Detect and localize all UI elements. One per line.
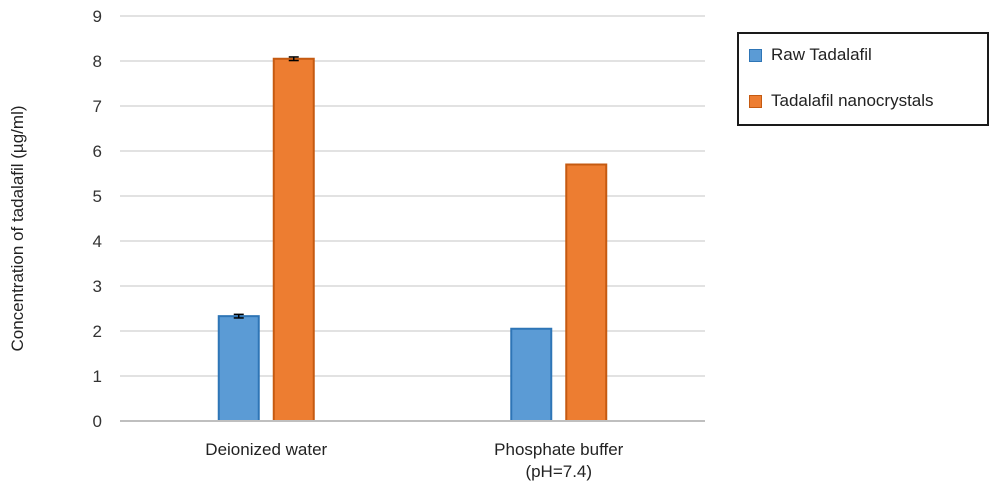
bar — [272, 57, 315, 422]
bar — [510, 327, 553, 422]
x-tick-label: Deionized water — [205, 440, 327, 459]
bar — [217, 315, 260, 422]
y-tick-label: 0 — [93, 412, 102, 431]
y-axis-label: Concentration of tadalafil (µg/ml) — [8, 105, 27, 351]
chart-legend: Raw Tadalafil Tadalafil nanocrystals — [737, 32, 989, 126]
legend-item-raw-tadalafil: Raw Tadalafil — [749, 45, 872, 65]
x-tick-label: (pH=7.4) — [525, 462, 592, 481]
bar — [565, 163, 608, 422]
legend-swatch-tadalafil-nanocrystals — [749, 94, 762, 108]
legend-label-tadalafil-nanocrystals: Tadalafil nanocrystals — [771, 91, 934, 110]
y-tick-label: 2 — [93, 322, 102, 341]
y-tick-label: 9 — [93, 7, 102, 26]
y-tick-label: 7 — [93, 97, 102, 116]
y-tick-label: 6 — [93, 142, 102, 161]
y-tick-label: 5 — [93, 187, 102, 206]
y-tick-label: 1 — [93, 367, 102, 386]
legend-swatch-raw-tadalafil — [749, 48, 762, 62]
legend-label-raw-tadalafil: Raw Tadalafil — [771, 45, 872, 64]
y-tick-label: 3 — [93, 277, 102, 296]
y-tick-label: 8 — [93, 52, 102, 71]
x-tick-label: Phosphate buffer — [494, 440, 624, 459]
legend-item-tadalafil-nanocrystals: Tadalafil nanocrystals — [749, 91, 934, 111]
y-tick-label: 4 — [93, 232, 102, 251]
